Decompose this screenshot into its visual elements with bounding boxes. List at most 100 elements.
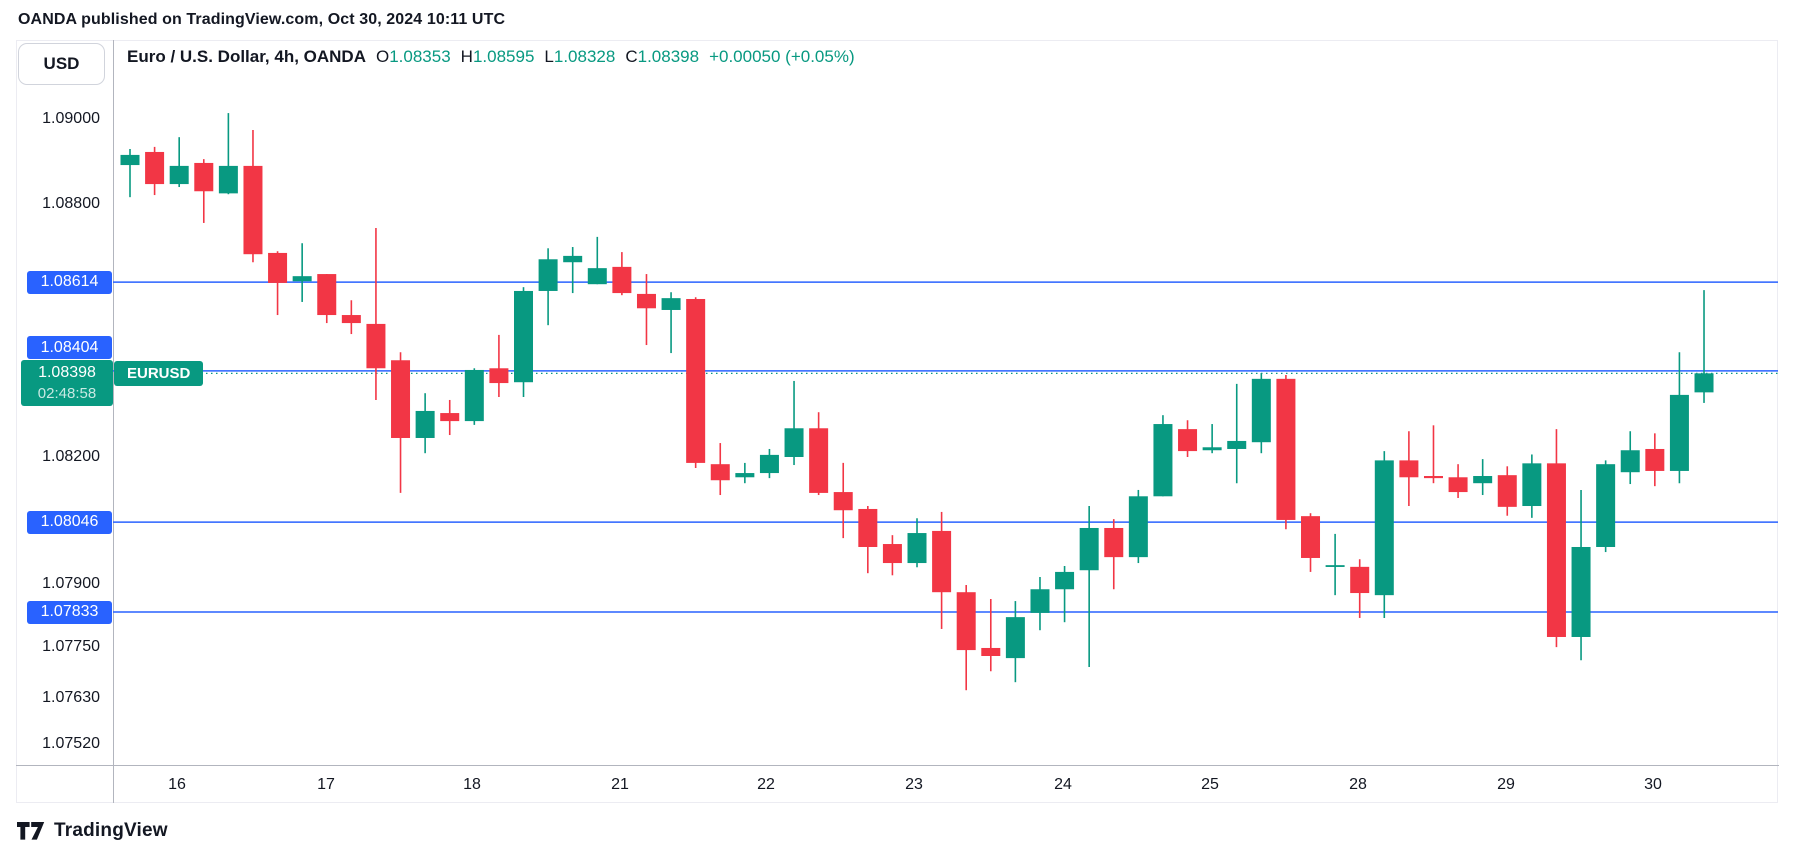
time-tick-label: 16: [168, 776, 186, 793]
candle: [1227, 383, 1247, 484]
candle: [169, 137, 189, 188]
price-tick-label: 1.09000: [42, 110, 100, 127]
candle: [759, 448, 779, 479]
candle: [661, 292, 681, 354]
candle: [218, 113, 238, 195]
candle: [120, 149, 140, 198]
legend-open: O1.08353: [375, 47, 451, 66]
candle: [1104, 519, 1124, 590]
published-header: OANDA published on TradingView.com, Oct …: [18, 11, 506, 28]
candle: [1178, 420, 1198, 458]
current-price-label: 1.08398 02:48:58: [21, 360, 113, 407]
candle: [735, 462, 755, 484]
price-tick-label: 1.08200: [42, 448, 100, 465]
candle: [956, 585, 976, 691]
price-axis[interactable]: 1.09000 1.08800 1.08200 1.07900 1.07750 1.076…: [0, 0, 113, 803]
candle: [514, 287, 534, 398]
candle: [686, 297, 706, 468]
candle: [268, 251, 288, 316]
price-tick-label: 1.07630: [42, 688, 100, 706]
candle: [784, 380, 804, 466]
candle: [1325, 533, 1345, 596]
symbol-title: Euro / U.S. Dollar, 4h, OANDA: [127, 47, 366, 66]
legend-change: +0.00050 (+0.05%): [709, 47, 855, 66]
price-level-label: 1.07833: [27, 600, 112, 624]
time-axis-border: [16, 765, 1779, 766]
candle: [809, 412, 829, 496]
candle: [1497, 466, 1517, 516]
candle: [932, 511, 952, 629]
price-level-label: 1.08614: [27, 270, 112, 294]
candle: [440, 399, 460, 436]
candle: [317, 274, 337, 324]
candle: [1153, 415, 1173, 497]
price-level-label: 1.08046: [27, 510, 112, 534]
candle: [464, 368, 484, 425]
bar-countdown: 02:48:58: [37, 385, 97, 403]
time-tick-label: 25: [1201, 776, 1219, 793]
candle: [882, 535, 902, 576]
time-tick-label: 22: [757, 776, 775, 793]
candle: [1571, 489, 1591, 661]
candle: [415, 393, 435, 454]
candle: [243, 129, 263, 263]
candle: [194, 159, 214, 223]
legend-low: L1.08328: [544, 47, 616, 66]
candle: [341, 300, 361, 335]
price-tick-label: 1.07750: [42, 638, 100, 656]
candle: [366, 228, 386, 400]
candle: [907, 518, 927, 568]
candle: [1350, 559, 1370, 618]
legend-close: C1.08398: [625, 47, 700, 66]
candle: [1055, 566, 1075, 623]
time-tick-label: 24: [1054, 776, 1072, 793]
candle: [1596, 460, 1616, 553]
legend-high: H1.08595: [460, 47, 535, 66]
candle: [1128, 489, 1148, 564]
time-axis[interactable]: 16 17 18 21 22 23 24 25 28 29 30: [0, 765, 1793, 803]
candle: [145, 146, 165, 196]
candle: [1546, 429, 1566, 648]
candle: [1399, 431, 1419, 507]
time-tick-label: 28: [1349, 776, 1367, 793]
candle: [833, 462, 853, 539]
footer-brand[interactable]: TradingView: [17, 820, 168, 842]
candle: [1448, 464, 1468, 498]
chart-frame: [16, 40, 1778, 803]
candle: [1620, 431, 1640, 485]
candle: [489, 334, 509, 398]
currency-unit-button[interactable]: USD: [18, 43, 105, 85]
price-axis-border: [113, 40, 114, 803]
candle: [1473, 459, 1493, 496]
price-tick-label: 1.07520: [42, 735, 100, 753]
candle: [292, 243, 312, 302]
tradingview-logo-icon: [17, 821, 45, 841]
candle: [391, 352, 411, 493]
time-tick-label: 30: [1644, 776, 1662, 793]
price-level-label: 1.08404: [27, 336, 112, 360]
tradingview-brand-text: TradingView: [54, 820, 168, 841]
candle: [1669, 352, 1689, 484]
symbol-price-tag: EURUSD: [114, 361, 204, 387]
candle: [563, 247, 583, 294]
candle: [1374, 451, 1394, 618]
symbol-legend: Euro / U.S. Dollar, 4h, OANDA O1.08353 H…: [127, 47, 855, 67]
time-tick-label: 17: [317, 776, 335, 793]
candle: [636, 274, 656, 346]
candle: [981, 598, 1001, 672]
candle: [1423, 425, 1443, 484]
candle: [612, 252, 632, 296]
candle: [1522, 454, 1542, 518]
candle: [1202, 424, 1222, 454]
candle: [1079, 506, 1099, 667]
candle: [1251, 372, 1271, 454]
candle: [858, 506, 878, 574]
price-tick-label: 1.07900: [42, 574, 100, 592]
candle: [1276, 375, 1296, 530]
candle: [538, 248, 558, 326]
candle: [1030, 576, 1050, 631]
price-tick-label: 1.08800: [42, 194, 100, 212]
time-tick-label: 23: [905, 776, 923, 793]
candle: [710, 443, 730, 496]
